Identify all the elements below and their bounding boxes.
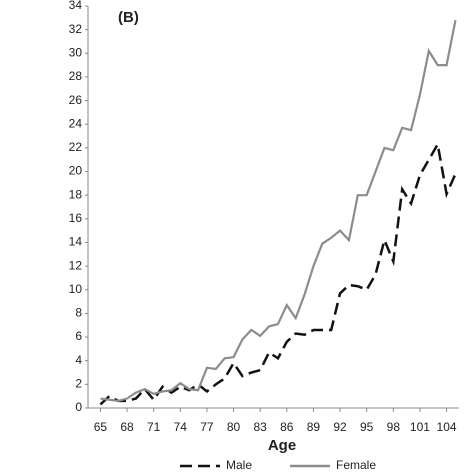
y-tick-label: 0 (75, 400, 82, 414)
x-tick-label: 71 (147, 420, 161, 434)
series-line (99, 140, 457, 406)
x-tick-label: 92 (333, 420, 347, 434)
y-tick-label: 12 (69, 258, 83, 272)
y-tick-label: 6 (75, 329, 82, 343)
y-tick-label: 26 (69, 93, 83, 107)
y-tick-label: 14 (69, 235, 83, 249)
y-tick-label: 32 (69, 22, 83, 36)
y-tick-label: 24 (69, 116, 83, 130)
chart-title: (B) (118, 9, 139, 26)
legend-label: Female (336, 458, 376, 472)
series-line (100, 19, 457, 403)
x-tick-label: 101 (410, 420, 430, 434)
x-tick-label: 80 (227, 420, 241, 434)
y-tick-label: 20 (69, 164, 83, 178)
x-tick-label: 74 (174, 420, 188, 434)
y-tick-label: 18 (69, 187, 83, 201)
y-tick-label: 16 (69, 211, 83, 225)
y-tick-label: 4 (75, 353, 82, 367)
y-tick-label: 34 (69, 0, 83, 12)
x-tick-label: 89 (307, 420, 321, 434)
y-tick-label: 30 (69, 45, 83, 59)
x-tick-label: 104 (437, 420, 457, 434)
x-tick-label: 77 (200, 420, 214, 434)
y-tick-label: 10 (69, 282, 83, 296)
y-tick-label: 8 (75, 306, 82, 320)
x-tick-label: 98 (387, 420, 401, 434)
y-tick-label: 2 (75, 377, 82, 391)
y-tick-label: 28 (69, 69, 83, 83)
x-tick-label: 83 (254, 420, 268, 434)
x-tick-label: 86 (280, 420, 294, 434)
y-tick-label: 22 (69, 140, 83, 154)
x-axis-label: Age (268, 437, 296, 454)
legend-label: Male (226, 458, 252, 472)
x-tick-label: 68 (120, 420, 134, 434)
x-tick-label: 65 (94, 420, 108, 434)
x-tick-label: 95 (360, 420, 374, 434)
